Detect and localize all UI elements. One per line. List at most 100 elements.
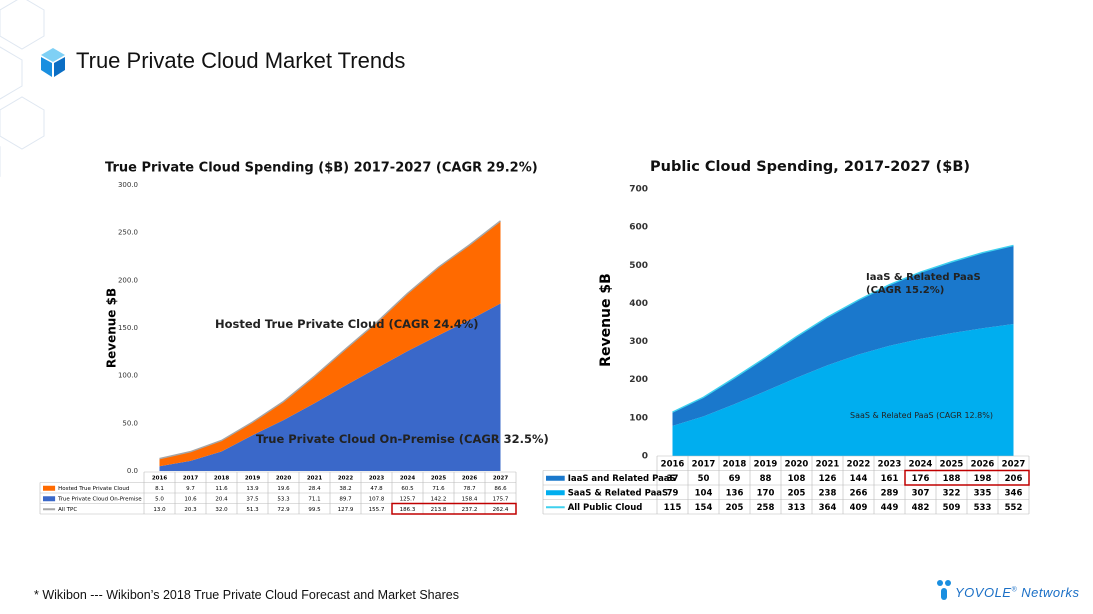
table-value: 509 (943, 503, 961, 513)
table-value: 19.6 (277, 486, 290, 492)
x-tick-label: 2027 (1002, 459, 1026, 469)
x-tick-label: 2017 (692, 459, 716, 469)
area (159, 303, 501, 471)
legend-label: IaaS and Related PaaS (568, 474, 676, 484)
table-value: 5.0 (155, 496, 164, 502)
footnote: * Wikibon --- Wikibon’s 2018 True Privat… (34, 588, 459, 602)
table-value: 38.2 (339, 486, 351, 492)
x-tick-label: 2018 (214, 475, 229, 481)
table-value: 50 (698, 474, 710, 484)
table-value: 266 (850, 488, 868, 498)
legend-label: SaaS & Related PaaS (568, 488, 668, 498)
table-value: 28.4 (308, 486, 321, 492)
table-value: 115 (664, 503, 682, 513)
table-value: 335 (974, 488, 992, 498)
legend-swatch (546, 475, 565, 481)
table-value: 158.4 (462, 496, 478, 502)
y-tick-label: 300 (629, 337, 648, 347)
table-value: 346 (1005, 488, 1023, 498)
logo-brand: YOVOLE (955, 585, 1012, 600)
annotation: True Private Cloud On-Premise (CAGR 32.5… (256, 432, 549, 446)
x-tick-label: 2016 (152, 475, 167, 481)
legend-label: Hosted True Private Cloud (58, 486, 129, 492)
y-tick-label: 100.0 (118, 372, 138, 380)
table-value: 289 (881, 488, 899, 498)
table-value: 9.7 (186, 486, 195, 492)
table-value: 364 (819, 503, 837, 513)
x-tick-label: 2021 (816, 459, 840, 469)
y-tick-label: 500 (629, 261, 648, 271)
table-value: 10.6 (184, 496, 197, 502)
table-value: 72.9 (277, 507, 290, 513)
y-tick-label: 0 (642, 452, 648, 462)
x-tick-label: 2020 (276, 475, 291, 481)
table-value: 533 (974, 503, 992, 513)
table-value: 127.9 (338, 507, 354, 513)
logo-suffix: Networks (1021, 585, 1080, 600)
table-value: 79 (667, 488, 679, 498)
legend-swatch (546, 490, 565, 496)
table-value: 313 (788, 503, 806, 513)
table-value: 47.8 (370, 486, 383, 492)
x-tick-label: 2022 (338, 475, 353, 481)
table-value: 188 (943, 474, 961, 484)
table-value: 125.7 (400, 496, 416, 502)
table-value: 155.7 (369, 507, 385, 513)
chart-title: True Private Cloud Spending ($B) 2017-20… (105, 161, 538, 176)
annotation: IaaS & Related PaaS (CAGR 15.2%) (866, 272, 981, 296)
table-value: 13.9 (246, 486, 259, 492)
x-tick-label: 2020 (785, 459, 809, 469)
table-value: 322 (943, 488, 961, 498)
table-value: 144 (850, 474, 868, 484)
x-tick-label: 2019 (245, 475, 260, 481)
y-tick-label: 300.0 (118, 181, 138, 189)
x-tick-label: 2024 (400, 475, 415, 481)
table-value: 78.7 (463, 486, 476, 492)
table-value: 11.6 (215, 486, 228, 492)
area (672, 324, 1014, 456)
legend-label: True Private Cloud On-Premise (57, 496, 142, 502)
area (672, 245, 1014, 426)
y-tick-label: 600 (629, 223, 648, 233)
x-tick-label: 2024 (909, 459, 933, 469)
x-tick-label: 2018 (723, 459, 747, 469)
x-tick-label: 2023 (369, 475, 384, 481)
x-tick-label: 2019 (754, 459, 778, 469)
y-tick-label: 250.0 (118, 229, 138, 237)
table-value: 154 (695, 503, 713, 513)
line (672, 244, 1014, 413)
table-value: 51.3 (246, 507, 259, 513)
x-tick-label: 2016 (661, 459, 685, 469)
y-tick-label: 0.0 (127, 467, 138, 475)
highlight-box (904, 469, 1030, 486)
table-value: 161 (881, 474, 899, 484)
table-value: 32.0 (215, 507, 228, 513)
legend-swatch (43, 496, 56, 502)
highlight-box (391, 502, 517, 515)
x-tick-label: 2025 (940, 459, 964, 469)
table-value: 108 (788, 474, 806, 484)
table-value: 307 (912, 488, 930, 498)
table-value: 213.8 (431, 507, 447, 513)
table-value: 53.3 (277, 496, 290, 502)
table-value: 13.0 (153, 507, 166, 513)
table-value: 198 (974, 474, 992, 484)
table-value: 71.1 (308, 496, 320, 502)
chart-title: Public Cloud Spending, 2017-2027 ($B) (650, 159, 970, 175)
table-value: 175.7 (493, 496, 509, 502)
x-tick-label: 2022 (847, 459, 871, 469)
table-value: 20.3 (184, 507, 197, 513)
table-value: 37 (667, 474, 679, 484)
table-value: 170 (757, 488, 775, 498)
table-value: 60.5 (401, 486, 414, 492)
y-tick-label: 200.0 (118, 276, 138, 284)
table-value: 205 (788, 488, 806, 498)
table-value: 176 (912, 474, 930, 484)
table-value: 206 (1005, 474, 1023, 484)
table-value: 258 (757, 503, 775, 513)
annotation: SaaS & Related PaaS (CAGR 12.8%) (850, 411, 993, 420)
x-tick-label: 2027 (493, 475, 508, 481)
table-value: 409 (850, 503, 868, 513)
